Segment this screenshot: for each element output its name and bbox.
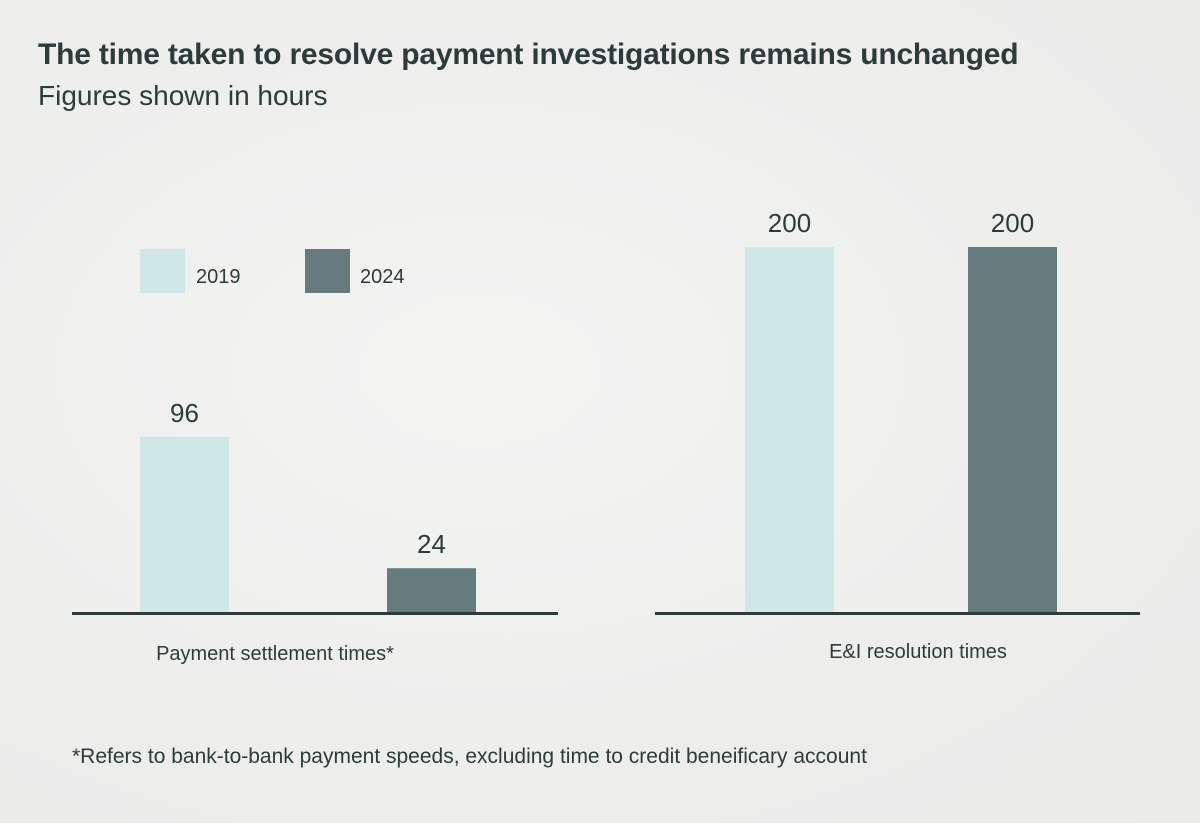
footnote: *Refers to bank-to-bank payment speeds, … bbox=[72, 745, 867, 768]
data-label-2019-panel-2: 200 bbox=[768, 208, 811, 238]
legend-swatch-2019 bbox=[140, 249, 185, 293]
category-label: Payment settlement times* bbox=[156, 643, 394, 665]
category-label: E&I resolution times bbox=[829, 641, 1007, 663]
chart-panel-1: 96 24 Payment settlement times* bbox=[72, 398, 558, 665]
legend-swatch-2024 bbox=[305, 249, 350, 293]
legend-label-2024: 2024 bbox=[360, 266, 405, 288]
bar-2024-panel-1 bbox=[387, 568, 476, 612]
legend-label-2019: 2019 bbox=[196, 266, 241, 288]
bar-2024-panel-2 bbox=[968, 247, 1057, 612]
chart-title: The time taken to resolve payment invest… bbox=[38, 38, 1019, 71]
bar-2019-panel-2 bbox=[745, 247, 834, 612]
chart-panel-2: 200 200 E&I resolution times bbox=[655, 208, 1140, 663]
data-label-2019-panel-1: 96 bbox=[170, 398, 199, 428]
legend: 2019 2024 bbox=[140, 249, 405, 293]
data-label-2024-panel-1: 24 bbox=[417, 529, 446, 559]
bar-2019-panel-1 bbox=[140, 436, 229, 612]
data-label-2024-panel-2: 200 bbox=[991, 208, 1034, 238]
chart-subtitle: Figures shown in hours bbox=[38, 80, 328, 111]
